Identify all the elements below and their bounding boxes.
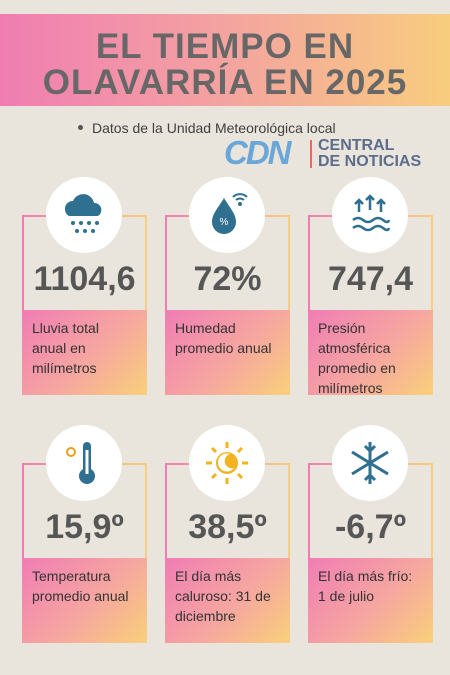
icon — [46, 425, 122, 501]
stat-card: 38,5º El día más caluroso: 31 de diciembr… — [165, 425, 290, 643]
stat-label: El día más caluroso: 31 de diciembre — [165, 558, 290, 643]
bullet — [78, 125, 83, 130]
stat-card: % 72% Humedad promedio anual — [165, 177, 290, 395]
card-border — [308, 463, 310, 643]
card-border — [288, 463, 290, 643]
card-border — [288, 215, 290, 395]
logo-mark[interactable]: CDN — [224, 134, 291, 171]
card-border — [431, 463, 433, 643]
icon: % — [189, 177, 265, 253]
icon — [46, 177, 122, 253]
icon — [332, 177, 408, 253]
title-banner — [0, 14, 450, 106]
stat-label: Presión atmosférica promedio en milímetr… — [308, 310, 433, 396]
logo-text[interactable]: CENTRAL — [318, 137, 395, 154]
card-border — [22, 463, 24, 643]
card-border — [165, 463, 167, 643]
logo-divider — [310, 140, 312, 168]
stat-label: Temperatura promedio anual — [22, 558, 147, 643]
icon — [332, 425, 408, 501]
stat-card: 1104,6 Lluvia total anual en milímetros — [22, 177, 147, 395]
stat-value: 1104,6 — [33, 260, 136, 298]
stat-value: 747,4 — [327, 260, 414, 298]
stat-label: El día más frío: 1 de julio — [308, 558, 433, 643]
stat-label: Humedad promedio anual — [165, 310, 290, 395]
svg-text:%: % — [220, 217, 229, 228]
stat-value: 38,5º — [188, 508, 267, 546]
subtitle: Datos de la Unidad Meteorológica local — [92, 120, 336, 136]
stat-card: 747,4 Presión atmosférica promedio en mil… — [308, 177, 433, 396]
stat-card: -6,7º El día más frío: 1 de julio — [308, 425, 433, 643]
icon — [189, 425, 265, 501]
card-border — [22, 215, 24, 395]
card-border — [165, 215, 167, 395]
title-line: OLAVARRÍA EN 2025 — [42, 63, 408, 102]
card-border — [145, 215, 147, 395]
card-border — [145, 463, 147, 643]
logo-text[interactable]: DE NOTICIAS — [318, 153, 422, 170]
stat-label: Lluvia total anual en milímetros — [22, 310, 147, 395]
title-line: EL TIEMPO EN — [95, 27, 355, 66]
stat-value: -6,7º — [334, 508, 406, 546]
stat-card: 15,9º Temperatura promedio anual — [22, 425, 147, 643]
card-border — [308, 215, 310, 395]
card-border — [431, 215, 433, 395]
stat-value: 72% — [193, 260, 262, 298]
stat-value: 15,9º — [45, 508, 124, 546]
